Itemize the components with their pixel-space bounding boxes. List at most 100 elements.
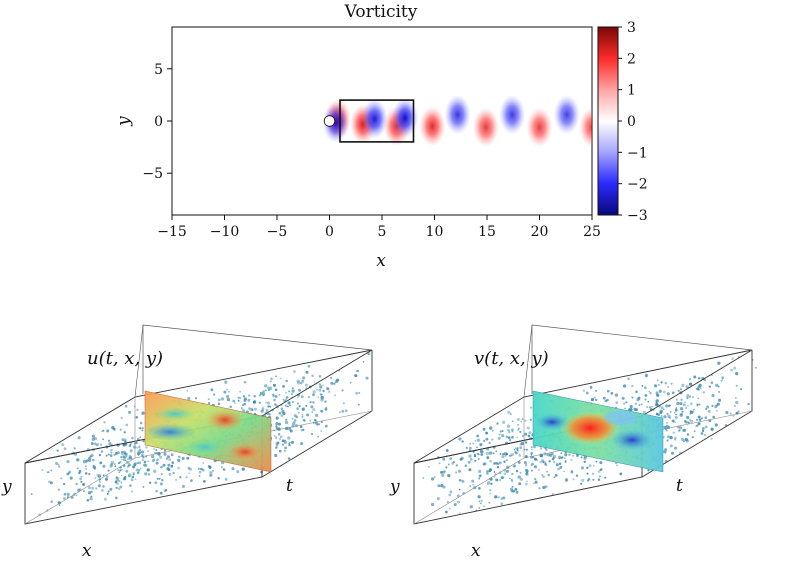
scatter-point [90,453,94,457]
scatter-point [198,475,201,477]
scatter-point [280,407,284,411]
scatter-point [124,459,127,462]
scatter-point [711,404,714,407]
scatter-point [580,466,585,470]
scatter-point [683,428,687,432]
scatter-point [297,411,300,414]
scatter-point [97,474,102,478]
scatter-point [96,473,100,477]
scatter-point [663,415,667,419]
scatter-point [195,397,197,400]
scatter-point [497,436,501,440]
scatter-point [597,478,601,481]
scatter-point [674,438,677,441]
scatter-point [685,385,689,389]
scatter-point [138,448,142,452]
scatter-point [135,468,139,472]
scatter-point [627,377,630,381]
colorbar-tick-label: −3 [627,208,648,224]
scatter-point [489,459,492,463]
scatter-point [124,476,127,479]
scatter-point [715,404,718,407]
scatter-point [210,388,214,392]
scatter-point [87,486,91,490]
scatter-point [304,383,308,387]
scatter-point [207,398,210,401]
scatter-point [648,406,652,409]
scatter-point [298,388,302,392]
scatter-point [510,479,514,483]
scatter-point [648,390,651,393]
scatter-point [509,412,512,416]
scatter-point [735,400,739,405]
vortex-positive [472,107,500,148]
scatter-point [461,479,465,483]
scatter-point [655,399,659,403]
scatter-point [486,438,489,441]
scatter-point [665,404,669,408]
scatter-point [107,490,110,493]
scatter-point [79,477,82,481]
scatter-point [90,490,93,493]
scatter-point [307,364,311,368]
scatter-point [101,430,104,433]
scatter-point [664,381,668,385]
scatter-point [667,414,671,419]
scatter-point [540,459,545,463]
scatter-point [449,490,453,494]
scatter-point [642,410,646,414]
v-slice [532,390,664,473]
scatter-point [490,482,493,486]
scatter-point [98,480,101,484]
colorbar-tick-label: 0 [627,114,636,130]
scatter-point [662,390,666,394]
scatter-point [210,473,213,477]
scatter-point [478,487,481,490]
scatter-point [524,482,528,486]
scatter-point [309,401,312,404]
scatter-point [714,423,718,427]
y-axis-label: y [114,116,134,127]
x-tick-label: 10 [426,224,444,240]
scatter-point [124,404,128,408]
scatter-point [258,401,261,404]
x-tick-label: 5 [378,224,387,240]
scatter-point [682,440,685,443]
scatter-point [451,462,455,465]
scatter-point [503,472,507,476]
scatter-point [243,397,248,401]
scatter-point [76,467,79,470]
scatter-point [517,475,521,479]
scatter-point [488,468,493,472]
scatter-point [498,461,502,465]
scatter-point [696,387,699,391]
scatter-point [315,388,318,391]
scatter-point [272,393,275,397]
scatter-point [478,477,481,480]
scatter-point [131,436,134,440]
scatter-point [177,458,181,462]
scatter-point [583,460,586,463]
scatter-point [581,478,585,483]
scatter-point [460,456,464,460]
scatter-point [62,482,66,486]
scatter-point [300,442,304,446]
scatter-point [735,384,738,387]
scatter-point [693,430,696,433]
scatter-point [272,383,277,387]
scatter-point [177,466,180,470]
scatter-point [670,382,673,385]
scatter-point [702,391,705,394]
scatter-point [486,470,489,473]
scatter-point [320,430,323,432]
scatter-point [91,458,95,462]
scatter-point [729,412,732,415]
scatter-point [120,452,124,456]
scatter-point [686,394,690,397]
scatter-point [520,441,525,446]
scatter-point [606,389,610,393]
scatter-point [90,442,94,445]
scatter-point [94,477,97,479]
scatter-point [530,446,533,449]
scatter-point [472,442,475,445]
